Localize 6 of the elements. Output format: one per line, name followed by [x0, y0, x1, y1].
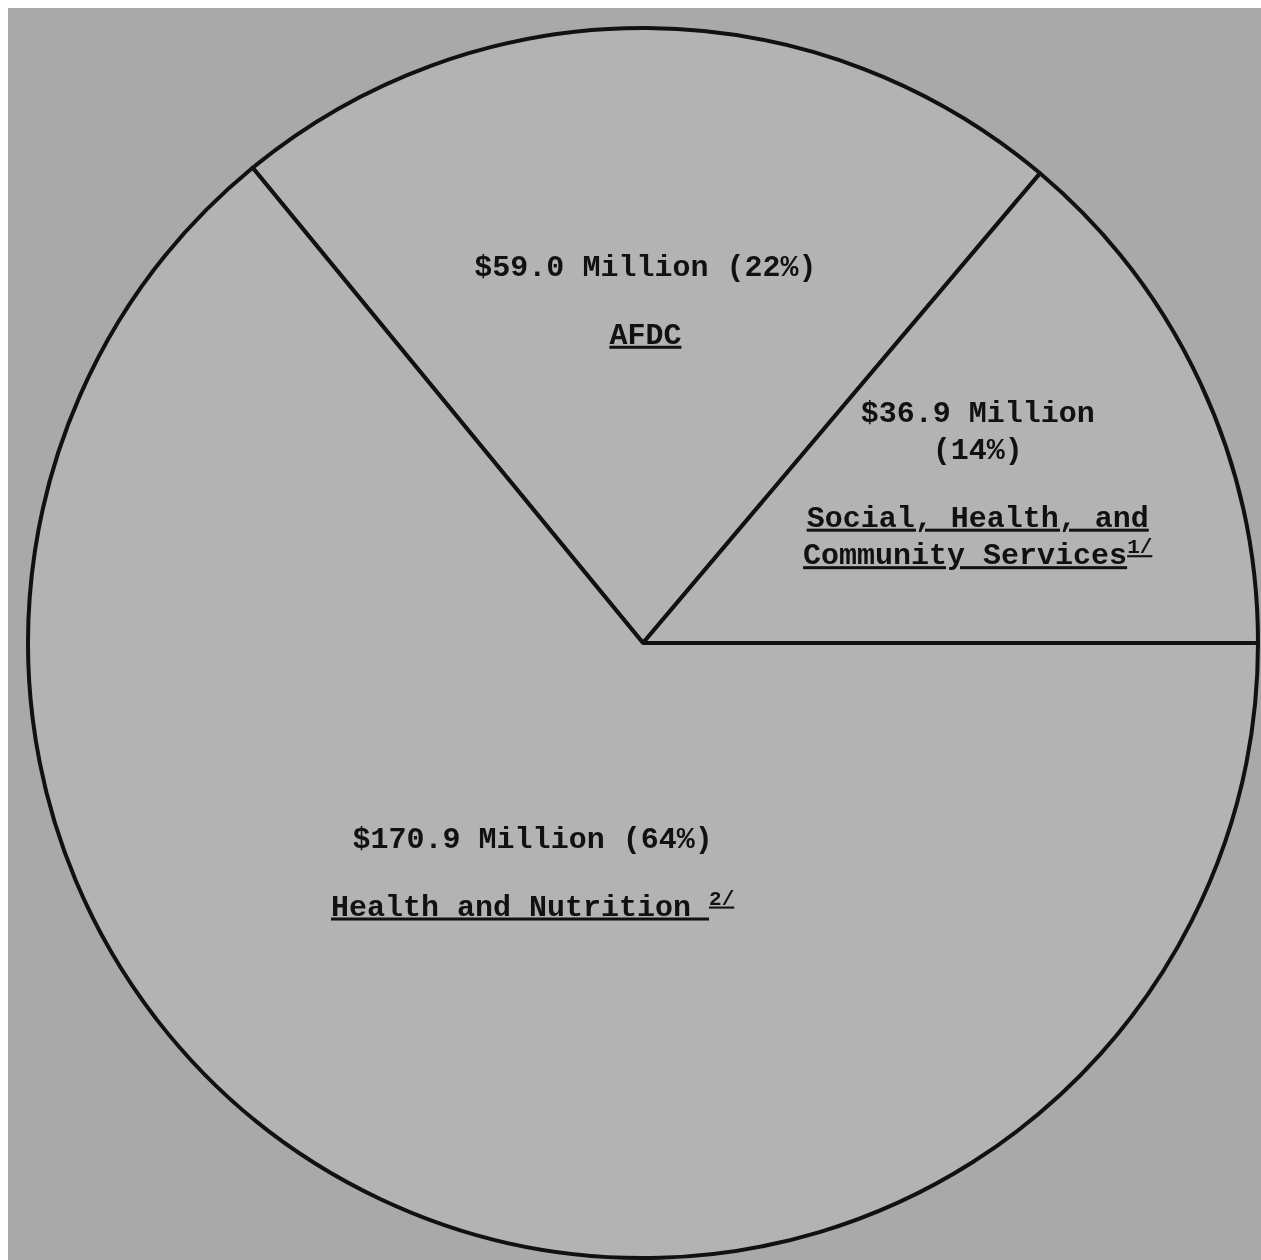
slice-label: Social, Health, and Community Services$^{1/}$ — [803, 501, 1153, 574]
data-label: $170.9 Million (64%) — [352, 823, 713, 858]
slice-label: Health and Nutrition $^{2/}$ — [330, 887, 735, 925]
data-label: $59.0 Million (22%) — [474, 251, 817, 286]
slice-label: AFDC — [609, 318, 682, 353]
data-label: $36.9 Million (14%) — [860, 396, 1095, 469]
